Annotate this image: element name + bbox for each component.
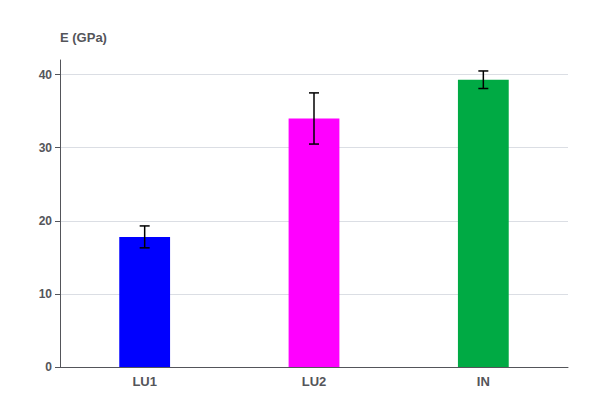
svg-text:0: 0 <box>45 360 52 374</box>
svg-text:20: 20 <box>39 214 53 228</box>
svg-text:30: 30 <box>39 141 53 155</box>
svg-text:IN: IN <box>477 374 490 389</box>
svg-text:10: 10 <box>39 287 53 301</box>
svg-text:LU1: LU1 <box>132 374 157 389</box>
svg-text:E (GPa): E (GPa) <box>60 30 107 45</box>
svg-text:LU2: LU2 <box>302 374 327 389</box>
svg-text:40: 40 <box>39 68 53 82</box>
